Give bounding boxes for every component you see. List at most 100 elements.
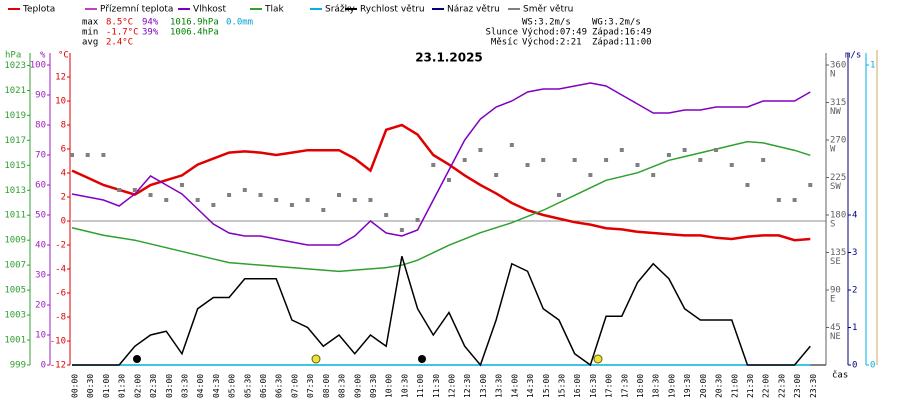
stat-value: 39%: [142, 28, 159, 38]
y-tick-label: 2: [61, 193, 66, 203]
y-tick-label: 1017: [4, 136, 26, 146]
direction-label: S: [830, 220, 835, 230]
sunrise-marker: [311, 354, 321, 364]
y-tick-label: -4: [55, 265, 66, 275]
y-tick-label: 1: [852, 323, 857, 333]
y-tick-label: 360: [830, 61, 846, 71]
y-tick-label: 135: [830, 248, 846, 258]
y-tick-label: -10: [50, 337, 66, 347]
x-tick-label: 07:00: [290, 374, 299, 398]
series-line: [71, 82, 811, 246]
moon-set-marker: [418, 355, 426, 363]
direction-point: [227, 193, 232, 197]
x-tick-label: 19:30: [683, 374, 692, 398]
direction-point: [682, 148, 687, 152]
direction-point: [384, 213, 389, 217]
x-tick-label: 14:00: [510, 374, 519, 398]
direction-point: [604, 158, 609, 162]
direction-point: [556, 193, 561, 197]
direction-point: [337, 193, 342, 197]
y-tick-label: 70: [35, 151, 46, 161]
direction-point: [635, 163, 640, 167]
direction-point: [242, 188, 247, 192]
direction-point: [651, 173, 656, 177]
x-tick-label: 03:00: [165, 374, 174, 398]
y-tick-label: 1015: [4, 161, 26, 171]
y-tick-label: 0: [61, 217, 66, 227]
y-tick-label: 90: [35, 91, 46, 101]
stat-value: 8.5°C: [106, 18, 133, 28]
direction-point: [619, 148, 624, 152]
x-tick-label: 23:30: [809, 374, 818, 398]
x-tick-label: 02:00: [133, 374, 142, 398]
legend-label: Náraz větru: [447, 5, 500, 15]
x-tick-label: 04:30: [212, 374, 221, 398]
x-tick-label: 00:00: [71, 374, 80, 398]
x-tick-label: 13:00: [479, 374, 488, 398]
astro-text: Východ:2:21: [522, 38, 582, 48]
direction-point: [572, 158, 577, 162]
direction-point: [666, 153, 671, 157]
x-tick-label: 11:30: [432, 374, 441, 398]
direction-point: [714, 148, 719, 152]
legend-label: Přízemní teplota: [100, 5, 173, 15]
stat-value: -1.7°C: [106, 28, 139, 38]
legend-label: Srážky: [325, 5, 356, 15]
y-tick-label: 1013: [4, 186, 26, 196]
x-tick-label: 15:00: [542, 374, 551, 398]
direction-label: N: [830, 70, 835, 80]
y-axis-unit: m/s: [845, 51, 861, 61]
y-tick-label: 10: [35, 331, 46, 341]
direction-point: [321, 208, 326, 212]
x-tick-label: 18:30: [652, 374, 661, 398]
stat-value: 2.4°C: [106, 38, 133, 48]
direction-point: [211, 203, 216, 207]
x-tick-label: 21:30: [746, 374, 755, 398]
stat-value: 1016.9hPa: [170, 18, 219, 28]
x-tick-label: 11:00: [416, 374, 425, 398]
x-axis-label: čas: [832, 370, 848, 381]
astro-text: Východ:07:49: [522, 28, 587, 38]
direction-point: [447, 178, 451, 182]
y-tick-label: 0: [870, 361, 875, 371]
x-tick-label: 00:30: [86, 374, 95, 398]
y-tick-label: 1023: [4, 61, 26, 71]
x-tick-label: 01:00: [102, 374, 111, 398]
direction-point: [588, 173, 593, 177]
direction-point: [509, 143, 514, 147]
direction-label: SW: [830, 182, 841, 192]
y-tick-label: 1019: [4, 111, 26, 121]
legend-label: Teplota: [22, 5, 55, 15]
x-tick-label: 18:00: [636, 374, 645, 398]
x-tick-label: 05:30: [243, 374, 252, 398]
x-tick-label: 14:30: [526, 374, 535, 398]
y-tick-label: 1005: [4, 286, 26, 296]
y-tick-label: 1009: [4, 236, 26, 246]
direction-point: [368, 198, 373, 202]
direction-point: [745, 183, 750, 187]
y-tick-label: 225: [830, 173, 846, 183]
direction-point: [431, 163, 436, 167]
x-tick-label: 04:00: [196, 374, 205, 398]
direction-point: [541, 158, 546, 162]
legend-label: Tlak: [264, 5, 285, 15]
y-tick-label: 8: [61, 121, 66, 131]
direction-point: [415, 218, 420, 222]
stat-value: 94%: [142, 18, 159, 28]
direction-point: [698, 158, 703, 162]
x-tick-label: 12:00: [448, 374, 457, 398]
direction-point: [808, 183, 813, 187]
y-axis-unit: hPa: [5, 51, 21, 61]
astro-text: Západ:16:49: [592, 28, 652, 38]
y-tick-label: 180: [830, 211, 846, 221]
chart-title: 23.1.2025: [415, 51, 483, 65]
y-tick-label: -2: [55, 241, 66, 251]
x-tick-label: 09:00: [353, 374, 362, 398]
y-tick-label: 1001: [4, 336, 26, 346]
y-tick-label: 4: [852, 211, 857, 221]
direction-point: [101, 153, 106, 157]
direction-point: [258, 193, 263, 197]
x-tick-label: 13:30: [495, 374, 504, 398]
legend-label: Rychlost větru: [360, 5, 425, 15]
